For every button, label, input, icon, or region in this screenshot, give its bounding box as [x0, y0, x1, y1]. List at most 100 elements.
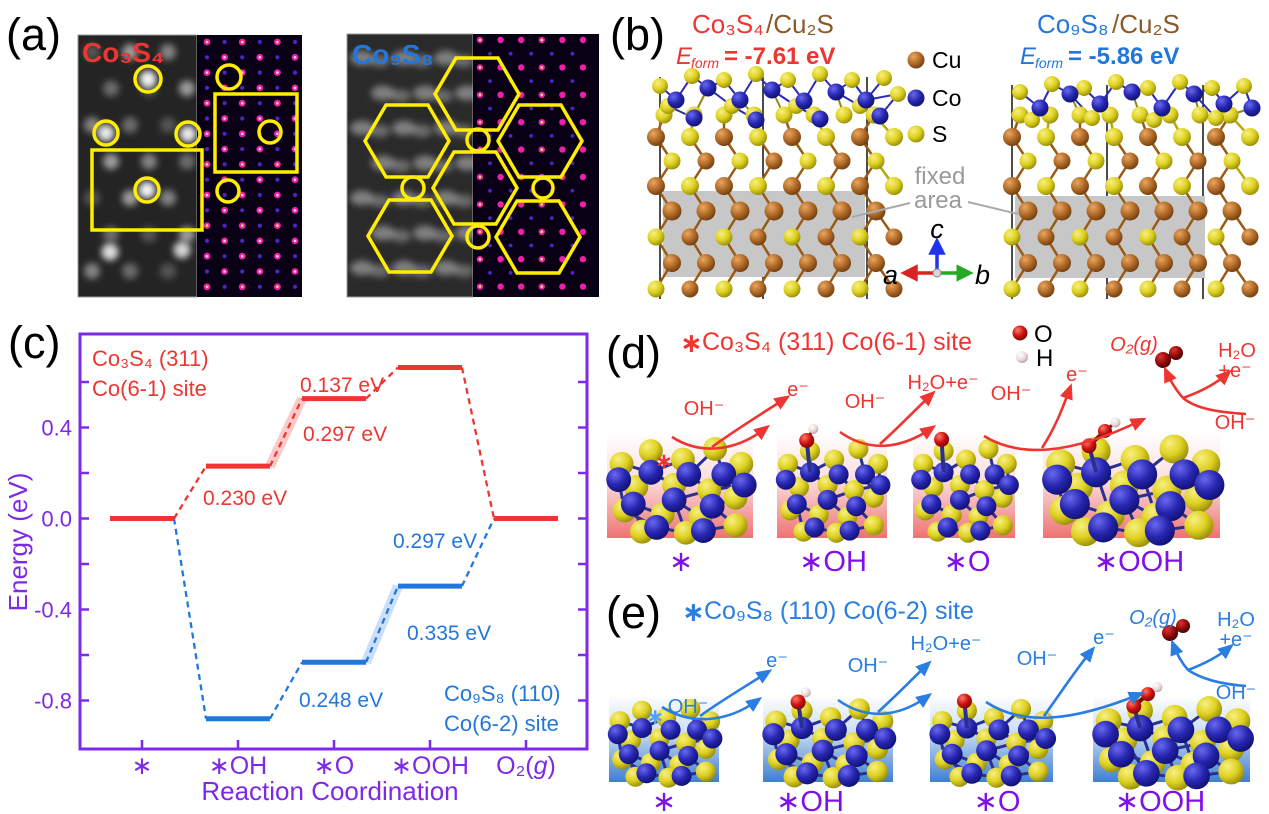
- state-labels-d: ∗ ∗OH ∗O ∗OOH: [669, 546, 1184, 578]
- reaction-arrows-e: [661, 639, 1247, 721]
- eform-sub-right: form: [1035, 55, 1063, 71]
- red-series-name-1: Co₃S₄ (311): [92, 346, 209, 371]
- legend-cu: Cu: [932, 47, 961, 73]
- reaction-flow-labels-d: OH⁻ e⁻ OH⁻ H₂O+e⁻ OH⁻ e⁻ O₂(g) H₂O +e⁻ O…: [684, 334, 1256, 434]
- crystal-axes-gizmo: a b c: [883, 214, 990, 290]
- structure-thumbnail-o: [911, 431, 1019, 543]
- y-tick-label: 0.0: [41, 507, 72, 532]
- a-axis-label: a: [883, 260, 898, 290]
- title-cu2s-left: /Cu₂S: [766, 9, 834, 39]
- legend-co: Co: [932, 85, 961, 111]
- e-label: e⁻: [1066, 364, 1088, 386]
- step-energy-label: 0.297 eV: [393, 530, 477, 553]
- structure-thumbnail-star: ∗: [606, 432, 757, 545]
- series-annotations: Co₃S₄ (311) Co(6-1) site Co₉S₈ (110) Co(…: [92, 346, 560, 736]
- x-axis-title: Reaction Coordination: [201, 776, 458, 806]
- e-label: e⁻: [766, 650, 788, 672]
- c-axis-label: c: [930, 214, 944, 244]
- oh-label: OH⁻: [668, 696, 709, 718]
- structure-thumbnail-ooh: [1042, 417, 1225, 548]
- o2-gas-label: O₂(g): [1129, 607, 1177, 629]
- step-energy-label: 0.297 eV: [303, 423, 387, 446]
- h-sphere-icon: [1016, 351, 1028, 363]
- oh-label: OH⁻: [848, 655, 889, 677]
- panel-b-label: (b): [610, 9, 665, 60]
- panel-e-label: (e): [606, 587, 661, 638]
- blue-series-name-2: Co(6-2) site: [444, 711, 559, 736]
- o2-gas-label: O₂(g): [1110, 334, 1158, 356]
- structure-thumbnail-ooh: [1092, 682, 1254, 791]
- oh-label: OH⁻: [1216, 682, 1257, 704]
- panel-d: (d) ∗ Co₃S₄ (311) Co(6-1) site O H ∗: [606, 321, 1256, 578]
- h2o-e-label: H₂O+e⁻: [910, 633, 981, 655]
- y-tick-label: 0.4: [41, 416, 72, 441]
- energy-diagram: 0.4 0.0 -0.4 -0.8 ∗ ∗OH ∗O ∗OOH O₂(g) 0.230 eV 0.2…: [34, 364, 587, 780]
- panel-a: (a) Co₃S₄ Co₉S₈: [6, 9, 599, 298]
- element-legend: Cu Co S: [907, 47, 961, 147]
- title-co9s8: Co₉S₈: [1037, 9, 1109, 39]
- panel-d-label: (d): [606, 327, 661, 378]
- eform-value-left: = -7.61 eV: [724, 43, 835, 70]
- site-marker-d: ∗: [680, 328, 703, 358]
- site-marker-e: ∗: [682, 597, 705, 627]
- step-energy-label: 0.335 eV: [407, 622, 491, 645]
- x-tick-label: ∗OH: [209, 752, 267, 780]
- reaction-arrows-d: [671, 366, 1247, 452]
- structure-thumbnail-o: [929, 693, 1057, 788]
- structure-thumbnail-oh: [762, 687, 897, 789]
- blue-series-name-1: Co₉S₈ (110): [444, 681, 560, 706]
- unit-cell-overlays: [90, 56, 585, 275]
- state-ooh: ∗OOH: [1115, 786, 1205, 814]
- adsorbate-legend: O H: [1012, 321, 1053, 372]
- material-label-co9s8: Co₉S₈: [352, 39, 434, 70]
- fixed-area-callout: fixed area: [851, 163, 1019, 218]
- eform-symbol-right: E: [1020, 43, 1037, 70]
- y-tick-label: -0.4: [34, 598, 72, 623]
- panel-e: (e) ∗ Co₉S₈ (110) Co(6-2) site ∗ OH⁻ e⁻ …: [606, 587, 1256, 814]
- state-o: ∗O: [974, 786, 1021, 814]
- x-tick-label: O₂(g): [496, 752, 556, 780]
- e-label: e⁻: [787, 379, 809, 401]
- step-energy-label: 0.230 eV: [203, 487, 287, 510]
- y-axis-title: Energy (eV): [3, 473, 33, 612]
- h2o-label: H₂O: [1218, 340, 1256, 362]
- plus-e-label: +e⁻: [1219, 629, 1252, 651]
- o-sphere-icon: [1012, 325, 1028, 341]
- reaction-flow-labels-e: OH⁻ e⁻ OH⁻ H₂O+e⁻ OH⁻ e⁻ O₂(g) H₂O +e⁻ O…: [668, 607, 1257, 718]
- x-tick-label: ∗O: [314, 752, 354, 780]
- material-label-co3s4: Co₃S₄: [82, 37, 164, 68]
- cu-sphere-icon: [907, 51, 925, 69]
- e-label: e⁻: [1093, 627, 1115, 649]
- panel-a-label: (a): [6, 9, 61, 60]
- legend-o: O: [1034, 321, 1053, 348]
- state-star: ∗: [652, 786, 676, 814]
- active-site-marker: ∗: [646, 704, 664, 729]
- state-oh: ∗OH: [776, 786, 844, 814]
- reaction-structures-d: ∗: [606, 417, 1225, 548]
- y-tick-label: -0.8: [34, 689, 72, 714]
- oh-label: OH⁻: [991, 383, 1032, 405]
- panel-b: (b) Co₃S₄ /Cu₂S Co₉S₈ /Cu₂S E form = -7.…: [610, 9, 1261, 299]
- state-star: ∗: [669, 546, 693, 578]
- oh-label: OH⁻: [845, 391, 886, 413]
- oh-label: OH⁻: [1017, 648, 1058, 670]
- s-sphere-icon: [907, 125, 925, 143]
- h2o-e-label: H₂O+e⁻: [907, 372, 978, 394]
- legend-h: H: [1036, 345, 1053, 372]
- plus-e-label: +e⁻: [1218, 360, 1251, 382]
- panel-d-title: Co₃S₄ (311) Co(6-1) site: [702, 328, 972, 356]
- h2o-label: H₂O: [1217, 609, 1255, 631]
- step-energy-label: 0.137 eV: [300, 374, 384, 397]
- simulated-image-co9s8: [473, 34, 599, 297]
- panel-c: (c) 0.4 0.0 -0.4 -0.8 ∗ ∗OH ∗O ∗OOH O₂(g) 0.230 e…: [3, 317, 589, 806]
- structure-thumbnail-oh: [775, 423, 891, 543]
- active-site-marker: ∗: [655, 448, 673, 473]
- structure-titles: Co₃S₄ /Cu₂S Co₉S₈ /Cu₂S E form = -7.61 e…: [676, 9, 1180, 71]
- state-oh: ∗OH: [799, 546, 867, 578]
- eform-sub-left: form: [691, 55, 719, 71]
- oh-label: OH⁻: [684, 398, 725, 420]
- step-energy-label: 0.248 eV: [299, 689, 383, 712]
- o2-molecule-e: [1162, 619, 1190, 641]
